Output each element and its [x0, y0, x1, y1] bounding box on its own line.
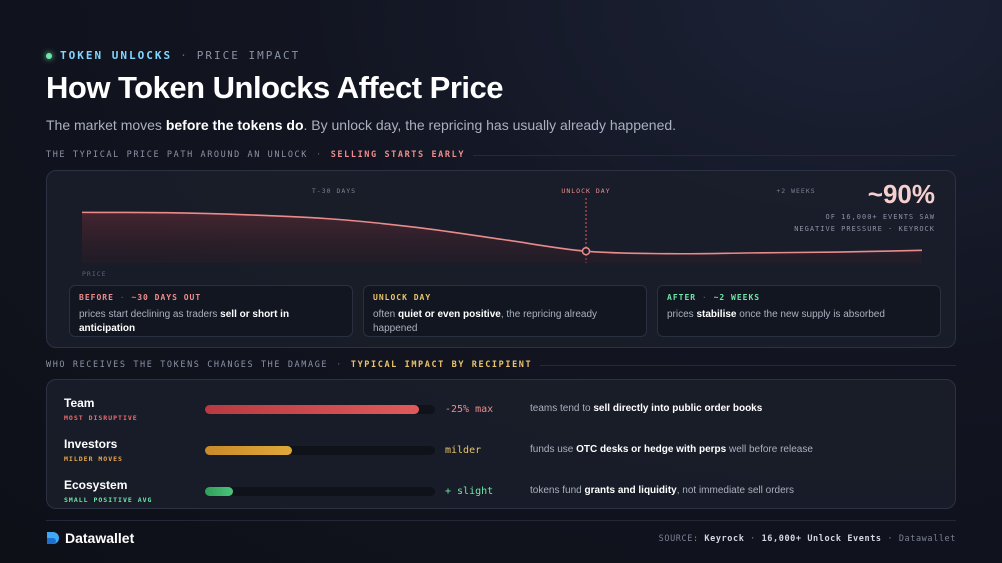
desc-1: tokens fund [530, 485, 585, 496]
marker-label: UNLOCK DAY [561, 187, 610, 195]
phase-text-2: , the repricing already happened [373, 309, 598, 334]
subtitle-pre: The market moves [46, 117, 166, 133]
recipient-description: teams tend to sell directly into public … [530, 403, 762, 414]
unlock-day-point [581, 246, 591, 256]
price-area [82, 212, 922, 263]
phase-card-title: BEFORE · ~30 DAYS OUT [79, 293, 343, 302]
desc-bold: grants and liquidity [584, 485, 677, 496]
phase-sep: · [119, 293, 126, 302]
phase-card-title: UNLOCK DAY [373, 293, 637, 302]
source-credit: SOURCE: Keyrock · 16,000+ Unlock Events … [659, 534, 956, 544]
recipient-name: Team [64, 396, 95, 410]
impact-bar-fill [205, 487, 233, 496]
phase-cards: BEFORE · ~30 DAYS OUT prices start declin… [69, 285, 941, 337]
section-label-price-path: THE TYPICAL PRICE PATH AROUND AN UNLOCK … [46, 150, 956, 160]
impact-bar-track [205, 405, 435, 414]
phase-card: UNLOCK DAY often quiet or even positive,… [363, 285, 647, 337]
phase-sep: · [701, 293, 708, 302]
desc-1: teams tend to [530, 403, 594, 414]
impact-bar-fill [205, 446, 293, 455]
phase-text-2: once the new supply is absorbed [736, 309, 885, 320]
desc-bold: OTC desks or hedge with perps [576, 444, 727, 455]
recipient-description: tokens fund grants and liquidity, not im… [530, 485, 794, 496]
section-label-left: WHO RECEIVES THE TOKENS CHANGES THE DAMA… [46, 360, 329, 370]
phase-text-1: prices start declining as traders [79, 309, 221, 320]
source-sep: · [750, 534, 756, 544]
desc-2: , not immediate sell orders [676, 485, 794, 496]
phase-card-text: prices start declining as traders sell o… [79, 308, 343, 336]
stat-note: OF 16,000+ EVENTS SAW NEGATIVE PRESSURE … [794, 211, 935, 235]
phase-text-bold: sell or short in anticipation [79, 309, 290, 334]
recipient-description: funds use OTC desks or hedge with perps … [530, 444, 813, 455]
phase-card-text: often quiet or even positive, the repric… [373, 308, 637, 336]
impact-bar-track [205, 446, 435, 455]
phase-when: ~30 DAYS OUT [131, 293, 202, 302]
stat-value: ~90% [867, 179, 935, 209]
recipient-name: Investors [64, 437, 118, 451]
desc-bold: sell directly into public order books [593, 403, 763, 414]
price-chart: T-30 DAYS UNLOCK DAY +2 WEEKS PRICE [81, 187, 923, 278]
subtitle-post: . By unlock day, the repricing has usual… [303, 117, 677, 133]
source-datawallet: Datawallet [898, 534, 956, 544]
phase-card: BEFORE · ~30 DAYS OUT prices start declin… [69, 285, 353, 337]
section-label-separator: · [315, 150, 323, 160]
recipient-row-ecosystem: Ecosystem SMALL POSITIVE AVG + slight token… [47, 468, 955, 504]
page-title: How Token Unlocks Affect Price [46, 70, 504, 105]
datawallet-logo-icon [47, 532, 59, 544]
y-axis-label: PRICE [82, 270, 107, 278]
source-events: 16,000+ Unlock Events [761, 534, 882, 544]
desc-1: funds use [530, 444, 577, 455]
section-label-right: TYPICAL IMPACT BY RECIPIENT [350, 360, 533, 370]
impact-value: + slight [445, 486, 494, 497]
footer-divider [46, 520, 956, 521]
recipient-tag: SMALL POSITIVE AVG [64, 496, 153, 504]
source-sep: · [887, 534, 894, 544]
marker-label: T-30 DAYS [312, 187, 356, 195]
price-chart-panel: T-30 DAYS UNLOCK DAY +2 WEEKS PRICE ~90% O… [46, 170, 956, 348]
impact-bar-track [205, 487, 435, 496]
phase-text-1: often [373, 309, 399, 320]
impact-value: milder [445, 445, 482, 456]
marker-label: +2 WEEKS [776, 187, 815, 195]
source-label: SOURCE: [658, 534, 699, 544]
phase-text-bold: stabilise [696, 309, 737, 320]
phase-title: AFTER [667, 293, 697, 302]
section-divider [540, 364, 956, 366]
recipient-tag: MILDER MOVES [64, 455, 123, 463]
stat-note-line1: OF 16,000+ EVENTS SAW [825, 213, 935, 221]
phase-when: ~2 WEEKS [713, 293, 761, 302]
section-label-left: THE TYPICAL PRICE PATH AROUND AN UNLOCK [46, 150, 308, 160]
recipient-name: Ecosystem [64, 478, 128, 492]
phase-title: BEFORE [79, 293, 114, 302]
brand-name: Datawallet [65, 530, 135, 546]
section-label-separator: · [336, 360, 343, 370]
section-label-right: SELLING STARTS EARLY [330, 150, 466, 160]
recipient-row-investors: Investors MILDER MOVES milder funds use OTC… [47, 427, 955, 463]
eyebrow: TOKEN UNLOCKS · PRICE IMPACT [46, 49, 300, 62]
section-divider [473, 154, 956, 156]
source-keyrock: Keyrock [704, 534, 745, 544]
status-dot-icon [46, 52, 52, 59]
recipient-impact-panel: Team MOST DISRUPTIVE -25% max teams tend to… [46, 379, 956, 509]
eyebrow-separator: · [180, 49, 189, 62]
price-line [81, 211, 923, 255]
page-subtitle: The market moves before the tokens do. B… [46, 117, 676, 133]
phase-card: AFTER · ~2 WEEKS prices stabilise once th… [657, 285, 941, 337]
eyebrow-tag: TOKEN UNLOCKS [60, 49, 173, 62]
impact-bar-fill [205, 405, 419, 414]
phase-title: UNLOCK DAY [373, 293, 432, 302]
section-label-recipients: WHO RECEIVES THE TOKENS CHANGES THE DAMA… [46, 360, 956, 370]
recipient-tag: MOST DISRUPTIVE [64, 414, 138, 422]
phase-text-bold: quiet or even positive [398, 309, 501, 320]
subtitle-bold: before the tokens do [165, 117, 304, 133]
brand-logo: Datawallet [46, 530, 134, 546]
recipient-row-team: Team MOST DISRUPTIVE -25% max teams tend to… [47, 386, 955, 422]
stat-note-line2: NEGATIVE PRESSURE · KEYROCK [794, 225, 935, 233]
eyebrow-sub: PRICE IMPACT [196, 49, 301, 62]
phase-card-text: prices stabilise once the new supply is … [667, 308, 931, 322]
impact-value: -25% max [445, 404, 494, 415]
phase-card-title: AFTER · ~2 WEEKS [667, 293, 931, 302]
desc-2: well before release [726, 444, 813, 455]
phase-text-1: prices [667, 309, 697, 320]
